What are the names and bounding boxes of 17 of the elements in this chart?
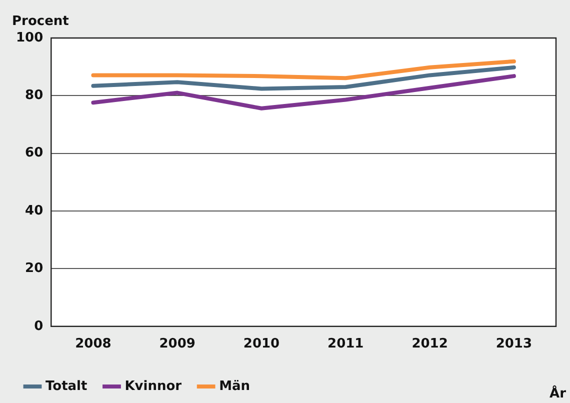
legend-label: Kvinnor: [124, 378, 182, 394]
x-tick-label: 2012: [412, 336, 448, 352]
y-tick-label: 60: [25, 146, 44, 161]
x-tick-label: 2010: [243, 336, 280, 352]
y-tick-label: 0: [34, 318, 44, 334]
x-tick-label: 2013: [496, 336, 532, 352]
x-tick-label: 2009: [159, 336, 196, 352]
y-tick-label: 40: [25, 203, 44, 218]
y-tick-label: 100: [16, 30, 44, 46]
legend-label: Män: [219, 378, 250, 394]
legend-label: Totalt: [46, 378, 88, 394]
y-tick-label: 80: [25, 88, 44, 104]
x-tick-label: 2011: [328, 336, 364, 352]
x-tick-label: 2008: [75, 336, 112, 352]
y-axis-title: Procent: [12, 14, 69, 29]
x-axis-title: År: [550, 384, 567, 402]
y-tick-label: 20: [25, 261, 44, 276]
